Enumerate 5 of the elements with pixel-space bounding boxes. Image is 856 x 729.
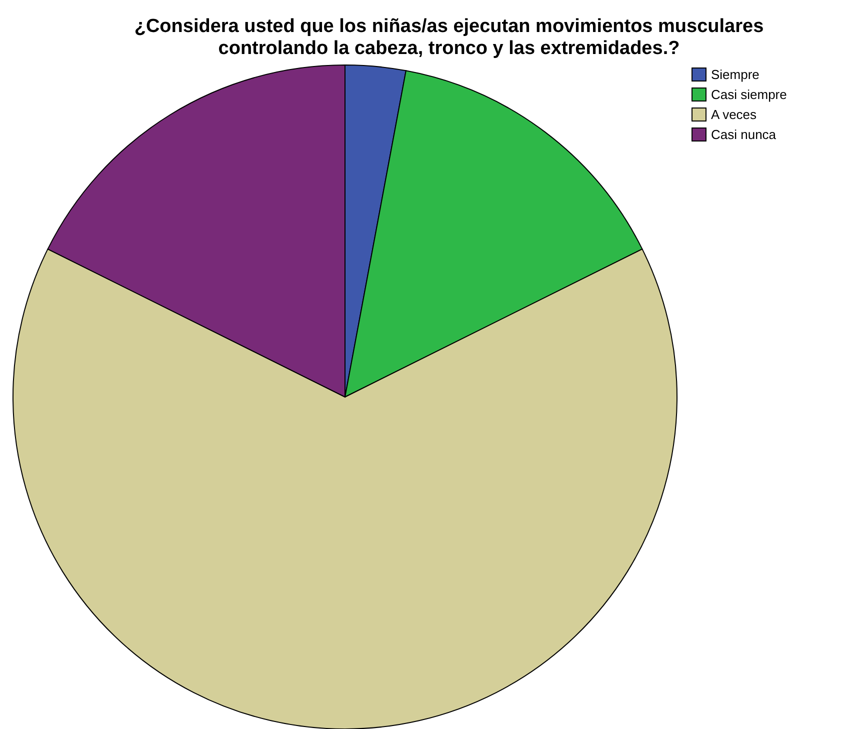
- legend-label: A veces: [711, 107, 758, 122]
- chart-title: ¿Considera usted que los niñas/as ejecutan movimientos musculares controlando la cabeza, tronco y las extremidades.?: [134, 16, 764, 59]
- legend-label: Casi siempre: [711, 87, 787, 102]
- legend-label: Casi nunca: [711, 127, 777, 142]
- legend-label: Siempre: [711, 67, 760, 82]
